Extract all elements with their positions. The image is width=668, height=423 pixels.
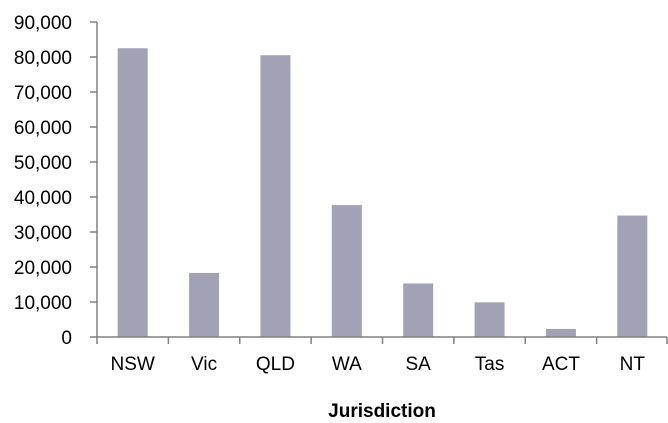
y-tick-label: 80,000 xyxy=(14,48,72,69)
x-axis-title: Jurisdiction xyxy=(328,401,436,422)
bar-tas xyxy=(474,302,505,337)
y-tick-label: 0 xyxy=(61,328,72,349)
y-tick-label: 20,000 xyxy=(14,258,72,279)
bar-act xyxy=(545,328,576,337)
x-tick-label-qld: QLD xyxy=(256,354,295,375)
bar-sa xyxy=(403,283,434,337)
bar-nsw xyxy=(117,48,148,337)
bar-wa xyxy=(331,205,362,337)
y-tick-label: 70,000 xyxy=(14,83,72,104)
y-tick-label: 40,000 xyxy=(14,188,72,209)
y-tick-label: 60,000 xyxy=(14,118,72,139)
x-tick-label-sa: SA xyxy=(406,354,432,375)
x-tick-label-tas: Tas xyxy=(475,354,505,375)
y-axis-tick-marks xyxy=(90,21,97,338)
bars xyxy=(117,48,648,337)
bar-nt xyxy=(617,215,648,337)
y-tick-label: 30,000 xyxy=(14,223,72,244)
y-tick-label: 50,000 xyxy=(14,153,72,174)
bar-vic xyxy=(189,272,220,337)
y-tick-label: 90,000 xyxy=(14,13,72,34)
x-axis-tick-labels: NSW Vic QLD WA SA Tas ACT NT xyxy=(111,354,646,375)
x-tick-label-wa: WA xyxy=(332,354,362,375)
x-tick-label-vic: Vic xyxy=(191,354,217,375)
x-tick-label-nsw: NSW xyxy=(111,354,155,375)
x-tick-label-nt: NT xyxy=(620,354,646,375)
x-tick-label-act: ACT xyxy=(542,354,580,375)
y-tick-label: 10,000 xyxy=(14,293,72,314)
y-axis-tick-labels: 0 10,000 20,000 30,000 40,000 50,000 60,000 70,… xyxy=(14,13,72,349)
x-axis-tick-marks xyxy=(96,337,668,344)
bar-qld xyxy=(260,55,291,337)
